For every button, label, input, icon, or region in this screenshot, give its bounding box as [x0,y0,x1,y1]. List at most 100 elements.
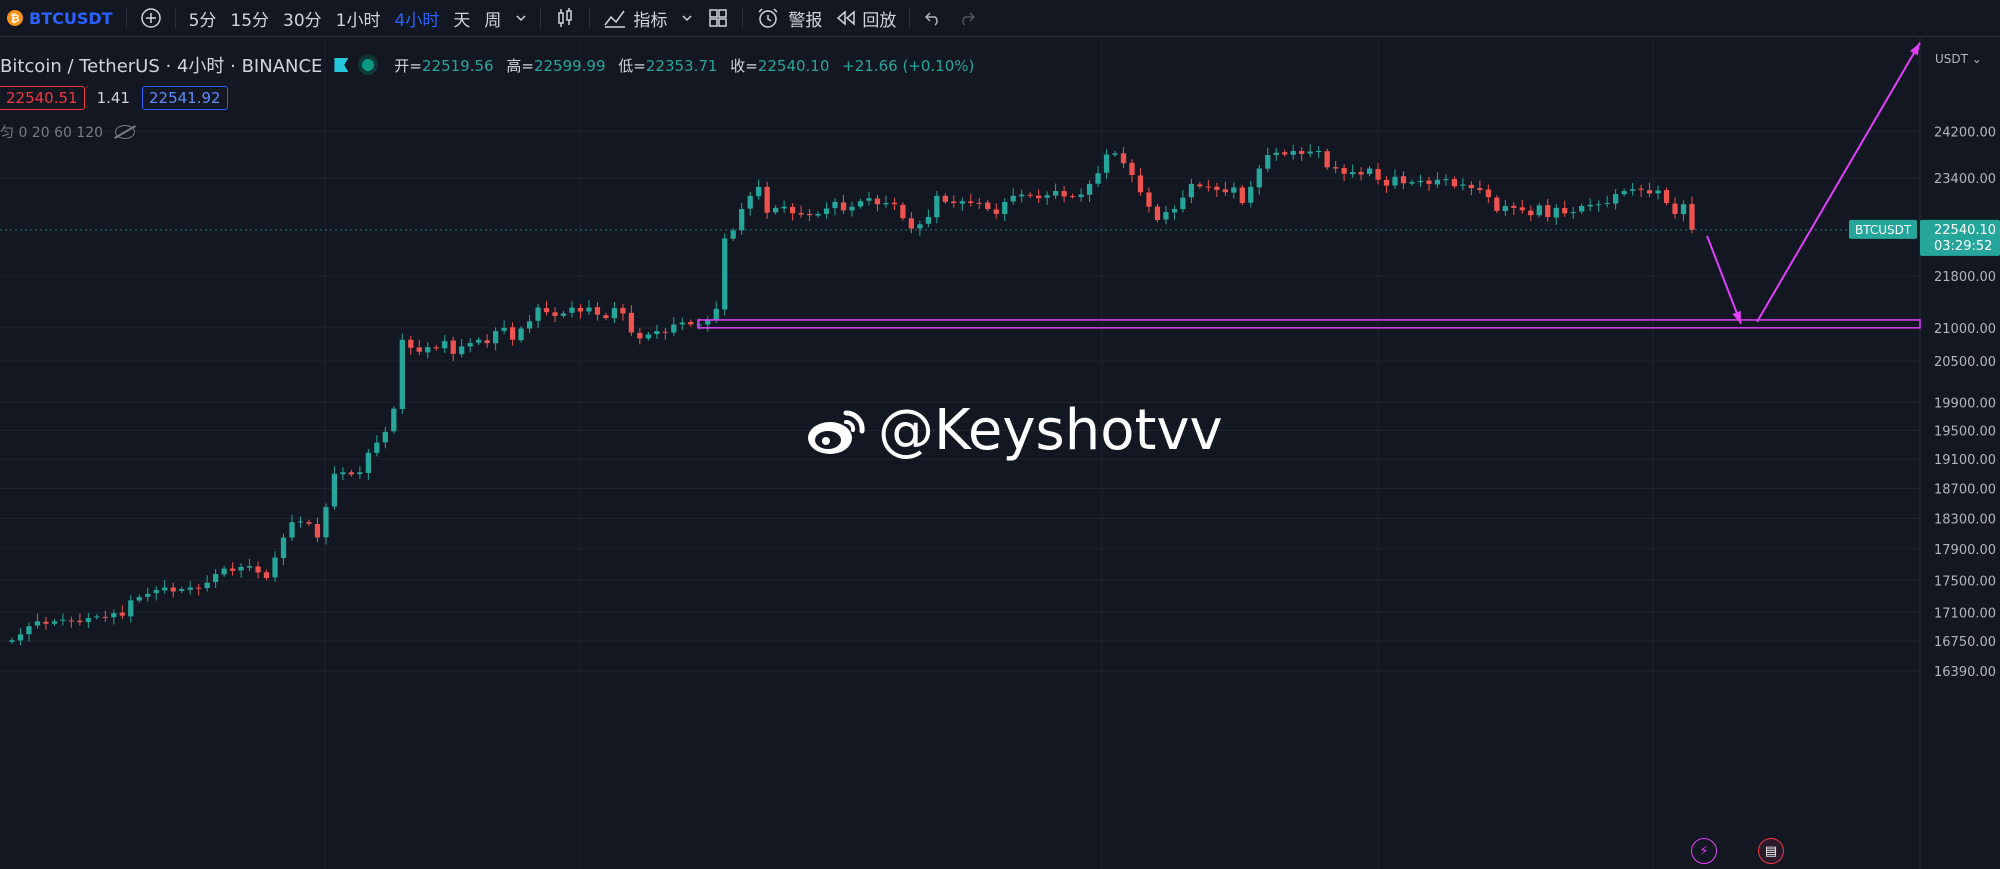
candle [925,209,931,228]
candle-body [959,201,965,204]
y-tick-label: 17100.00 [1934,606,1996,621]
candle [85,613,91,628]
candle-body [603,315,609,318]
layout-button[interactable] [700,0,736,36]
candle [306,519,312,526]
candle-body [866,198,872,201]
candle [213,569,219,588]
candle-body [942,195,948,202]
projection-arrow-down [1706,235,1742,325]
candle-body [806,213,813,216]
candle-body [925,216,931,224]
indicators-label: 指标 [633,10,668,31]
buy-price-button[interactable]: 22541.92 [141,86,228,110]
y-tick-label: 21000.00 [1934,322,1996,337]
candle-body [518,328,524,341]
compare-button[interactable] [133,0,169,36]
undo-icon [925,12,938,26]
candle-body [1146,192,1152,207]
hide-eye-icon[interactable] [115,125,136,139]
alert-button[interactable]: 警报 [749,0,829,36]
candle [1316,146,1322,159]
candle [1171,205,1178,220]
indicators-icon [604,10,626,28]
candle-body [1290,150,1296,155]
arrow-head [1909,42,1920,56]
layout-grid-icon [709,9,728,27]
candle [1239,184,1245,206]
candle [1282,149,1288,157]
candle [357,466,363,479]
timeframe-1w[interactable]: 周 [484,10,502,31]
candle [68,616,75,628]
candle [1349,164,1356,178]
timeframe-1h[interactable]: 1小时 [335,10,381,31]
flag-us-icon[interactable]: ▤ [1758,838,1784,864]
divider [589,7,591,29]
divider [125,7,127,29]
chart-type-button[interactable] [547,0,583,36]
candle [654,324,660,339]
candle [1188,178,1195,204]
candle-body [484,340,490,344]
timeframe-1d[interactable]: 天 [453,10,471,31]
candle-body [900,204,906,219]
candle [408,336,414,355]
candle-body [9,640,15,642]
candle [645,331,651,341]
candle-body [823,208,830,214]
indicators-dropdown[interactable] [674,0,700,36]
weibo-icon [808,409,865,454]
indicators-button[interactable]: 指标 [596,0,674,36]
candle-body [1333,167,1339,169]
symbol-search[interactable]: ₿ BTCUSDT [0,0,120,36]
candle [1205,180,1211,192]
candle [162,580,168,594]
sell-price-button[interactable]: 22540.51 [0,86,85,110]
divider [909,7,911,29]
timeframe-30m[interactable]: 30分 [283,10,322,31]
candle [1248,180,1254,208]
candle-body [1680,204,1687,215]
projection-arrow-up [1756,42,1921,323]
rewind-icon [837,10,856,26]
candle [594,302,601,321]
candle [747,192,753,216]
candle-body [789,206,796,214]
candle-body [136,597,142,601]
candle-body [509,327,516,340]
candle-body [399,339,405,410]
candle-body [1485,189,1491,198]
candle [1137,168,1144,196]
candle [459,338,465,358]
candle [662,327,668,340]
candle [1120,147,1127,168]
candle [1536,202,1542,218]
candle [1502,199,1508,216]
timeframe-15m[interactable]: 15分 [230,10,270,31]
candle [1646,182,1653,197]
candle-body [976,202,982,204]
undo-button[interactable] [916,0,950,36]
candle-body [255,566,261,573]
indicator-legend[interactable]: 匀 0 20 60 120 [0,122,136,142]
candle-body [272,557,278,578]
candle [1324,148,1330,170]
candle-body [1256,168,1262,188]
candle [840,194,847,214]
symbol-tag-bg [1849,219,1917,239]
candle [382,426,388,449]
candle [365,448,371,481]
price-chart[interactable]: 24200.00 23400.00 21800.00 21000.00 20500.00… [0,37,2000,869]
timeframe-dropdown[interactable] [508,0,534,36]
redo-button[interactable] [950,0,984,36]
flag-icon [334,58,349,72]
timeframe-4h[interactable]: 4小时 [394,10,440,31]
timeframe-5m[interactable]: 5分 [188,10,217,31]
candle-body [297,521,304,523]
lightning-icon[interactable]: ⚡ [1691,838,1717,864]
candle [789,203,796,221]
replay-button[interactable]: 回放 [829,0,903,36]
candle-body [577,307,584,312]
candle-body [179,589,185,591]
